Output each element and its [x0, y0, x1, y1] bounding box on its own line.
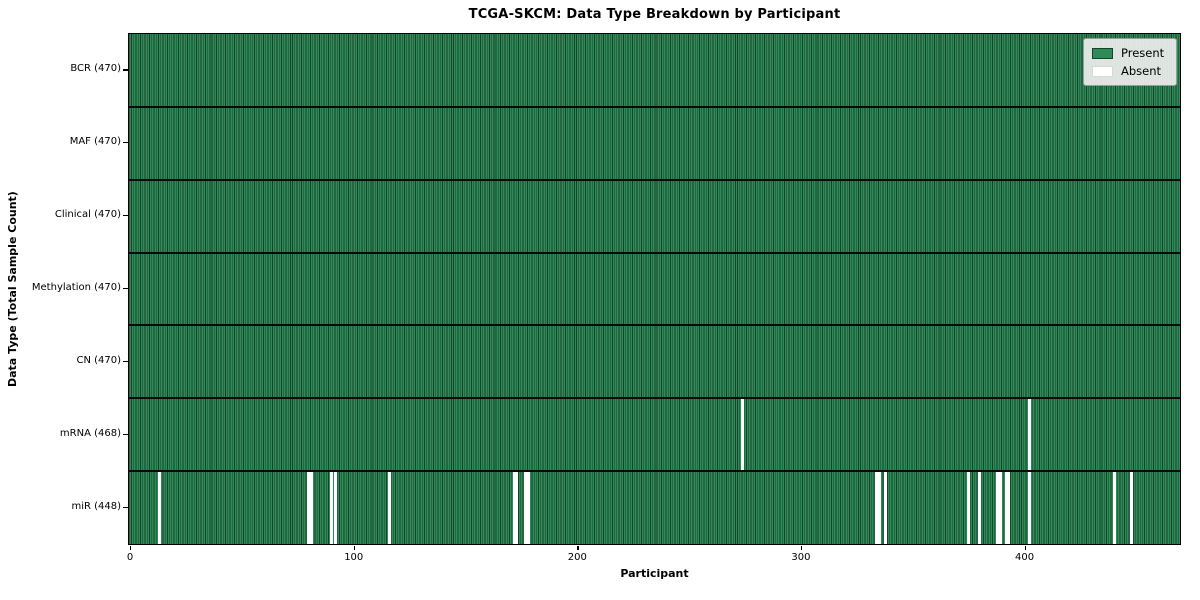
ytick-mark	[123, 142, 128, 144]
legend-entry-absent: Absent	[1092, 62, 1169, 80]
ytick-label: MAF (470)	[69, 136, 121, 148]
absent-column	[996, 471, 1000, 544]
absent-column	[967, 471, 971, 544]
absent-column	[1027, 471, 1031, 544]
ytick-mark	[123, 69, 128, 71]
xtick-mark	[130, 546, 132, 550]
x-axis-label: Participant	[620, 567, 689, 580]
absent-column	[1027, 398, 1031, 472]
legend-entry-present: Present	[1092, 44, 1169, 62]
plot-area	[128, 33, 1181, 545]
row-separator	[129, 397, 1180, 400]
legend-label-present: Present	[1121, 46, 1165, 60]
row-methylation	[129, 252, 1180, 326]
absent-column	[524, 471, 528, 544]
absent-column	[877, 471, 881, 544]
ytick-mark	[123, 433, 128, 435]
absent-column	[526, 471, 530, 544]
absent-column	[309, 471, 313, 544]
chart-title: TCGA-SKCM: Data Type Breakdown by Partic…	[468, 7, 841, 22]
row-maf	[129, 106, 1180, 180]
xtick-label: 200	[567, 552, 587, 563]
row-separator	[129, 251, 1180, 254]
absent-column	[1130, 471, 1134, 544]
ytick-label: CN (470)	[76, 354, 121, 366]
absent-column	[978, 471, 982, 544]
xtick-label: 300	[791, 552, 811, 563]
row-separator	[129, 470, 1180, 473]
absent-column	[515, 471, 519, 544]
row-separator	[129, 178, 1180, 181]
absent-column	[157, 471, 161, 544]
xtick-label: 400	[1015, 552, 1035, 563]
ytick-label: Clinical (470)	[54, 209, 121, 221]
present-swatch-icon	[1092, 47, 1113, 59]
absent-column	[513, 471, 517, 544]
xtick-mark	[353, 546, 355, 550]
xtick-mark	[800, 546, 803, 550]
absent-column	[884, 471, 888, 544]
ytick-label: BCR (470)	[70, 63, 121, 75]
absent-swatch-icon	[1092, 65, 1113, 77]
row-clinical	[129, 179, 1180, 253]
xtick-label: 0	[126, 552, 134, 563]
ytick-label: miR (448)	[71, 500, 121, 512]
ytick-label: mRNA (468)	[59, 427, 121, 439]
row-separator	[129, 105, 1180, 108]
xtick-label: 100	[344, 552, 364, 563]
absent-column	[875, 471, 879, 544]
absent-column	[741, 398, 745, 472]
row-bcr	[129, 34, 1180, 107]
absent-column	[1007, 471, 1011, 544]
row-separator	[129, 324, 1180, 327]
ytick-mark	[123, 506, 128, 508]
absent-column	[387, 471, 392, 544]
row-cn	[129, 325, 1180, 399]
absent-column	[998, 471, 1002, 544]
ytick-mark	[123, 215, 128, 217]
absent-column	[1005, 471, 1009, 544]
absent-column	[329, 471, 333, 544]
ytick-label: Methylation (470)	[31, 282, 121, 293]
ytick-mark	[123, 360, 128, 363]
ytick-mark	[123, 288, 128, 290]
legend-label-absent: Absent	[1121, 64, 1162, 78]
legend: Present Absent	[1083, 38, 1177, 86]
row-mrna	[129, 398, 1180, 472]
absent-column	[307, 471, 311, 544]
xtick-mark	[1024, 546, 1026, 550]
row-mir	[129, 471, 1180, 544]
xtick-mark	[577, 546, 579, 550]
absent-column	[1112, 471, 1116, 544]
absent-column	[334, 471, 338, 544]
